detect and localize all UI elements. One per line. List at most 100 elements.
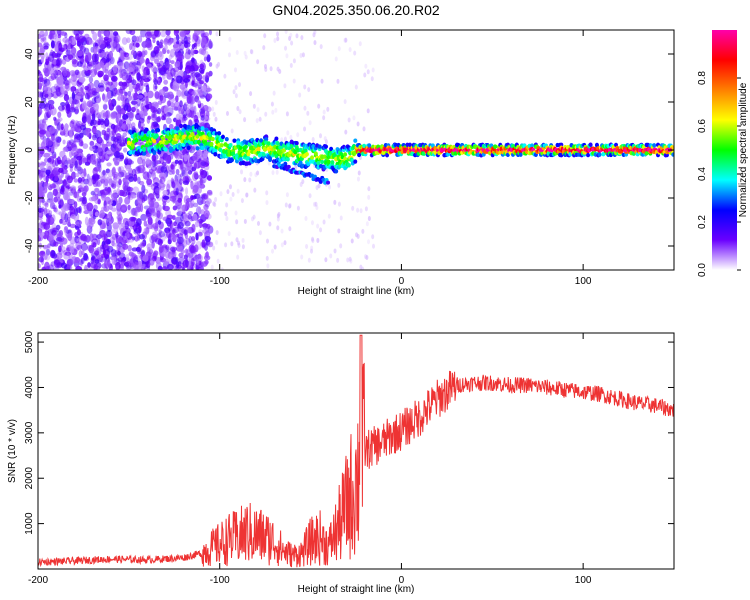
heatmap-cell [168, 123, 174, 130]
heatmap-cell [344, 37, 348, 43]
heatmap-cell [170, 67, 176, 77]
heatmap-cell [249, 171, 253, 177]
heatmap-cell [274, 136, 279, 141]
heatmap-cell [179, 178, 183, 185]
heatmap-cell [86, 221, 92, 230]
heatmap-cell [55, 210, 62, 215]
heatmap-cell [81, 250, 85, 256]
heatmap-cell [94, 265, 98, 270]
heatmap-cell [161, 161, 167, 167]
heatmap-cell [337, 46, 341, 52]
heatmap-cell [211, 106, 215, 112]
heatmap-cell [206, 54, 211, 63]
heatmap-cell [174, 256, 179, 262]
heatmap-cell [303, 105, 307, 111]
heatmap-cell [104, 118, 110, 127]
heatmap-cell [122, 114, 129, 120]
heatmap-cell [88, 39, 94, 45]
heatmap-cell [141, 184, 146, 193]
heatmap-cell [190, 199, 195, 208]
heatmap-cell [90, 190, 96, 196]
heatmap-cell [263, 63, 267, 69]
heatmap-cell [113, 225, 119, 234]
heatmap-cell [55, 138, 61, 147]
heatmap-cell [38, 256, 44, 263]
heatmap-cell [358, 41, 362, 47]
heatmap-cell [190, 257, 195, 267]
heatmap-cell [141, 171, 146, 177]
heatmap-cell [225, 110, 229, 116]
heatmap-cell [151, 65, 157, 73]
heatmap-cell [45, 127, 52, 132]
heatmap-cell [45, 209, 51, 214]
heatmap-cell [181, 169, 186, 177]
heatmap-cell [154, 85, 158, 90]
heatmap-cell [74, 108, 80, 114]
heatmap-cell [58, 42, 63, 52]
heatmap-cell [367, 194, 371, 200]
heatmap-cell [299, 181, 303, 187]
heatmap-cell [312, 32, 316, 38]
heatmap-cell [166, 179, 173, 189]
heatmap-cell [91, 134, 97, 141]
heatmap-cell [265, 190, 269, 196]
heatmap-cell [146, 171, 152, 179]
heatmap-cell [337, 201, 341, 207]
heatmap-cell [357, 170, 361, 176]
heatmap-cell [276, 225, 280, 231]
heatmap-cell [136, 197, 144, 206]
heatmap-cell [92, 31, 98, 41]
heatmap-cell [288, 203, 292, 209]
heatmap-cell [183, 230, 187, 237]
heatmap-cell [38, 102, 46, 109]
heatmap-cell [195, 258, 200, 266]
heatmap-cell [200, 145, 205, 151]
heatmap-cell [195, 206, 202, 216]
heatmap-cell [185, 238, 191, 246]
heatmap-cell [311, 136, 315, 142]
heatmap-cell [83, 210, 90, 215]
heatmap-cell [112, 179, 119, 184]
heatmap-cell [142, 147, 147, 152]
heatmap-cell [97, 120, 101, 126]
heatmap-cell [53, 133, 58, 141]
heatmap-cell [74, 160, 78, 169]
heatmap-cell [108, 221, 112, 227]
heatmap-cell [249, 49, 253, 55]
heatmap-cell [288, 35, 292, 41]
heatmap-cell [125, 261, 131, 268]
heatmap-cell [111, 128, 117, 137]
heatmap-cell [178, 159, 183, 165]
heatmap-cell [263, 33, 267, 39]
heatmap-cell [129, 30, 136, 36]
heatmap-cell [254, 172, 258, 178]
heatmap-cell [182, 180, 189, 185]
heatmap-cell [71, 150, 75, 157]
heatmap-cell [157, 44, 164, 49]
heatmap-cell [84, 264, 88, 270]
heatmap-cell [148, 205, 156, 214]
heatmap-cell [80, 141, 84, 147]
colorbar-label: Normalized spectral amplitude [738, 82, 749, 217]
spectrogram-y-label: Frequency (Hz) [7, 116, 18, 185]
colorbar-tick-label: 0.2 [697, 215, 708, 229]
heatmap-cell [115, 261, 121, 270]
heatmap-cell [122, 243, 129, 250]
heatmap-cell [175, 60, 181, 68]
heatmap-cell [191, 213, 198, 221]
heatmap-cell [44, 30, 48, 37]
heatmap-cell [90, 261, 97, 269]
heatmap-cell [52, 188, 58, 197]
heatmap-cell [198, 67, 205, 74]
heatmap-cell [58, 245, 62, 253]
heatmap-cell [300, 254, 304, 260]
heatmap-cell [344, 129, 348, 135]
heatmap-cell [157, 64, 164, 72]
heatmap-cell [125, 30, 133, 35]
heatmap-cell [229, 196, 233, 202]
colorbar-tick-label: 0.0 [697, 263, 708, 277]
heatmap-cell [40, 164, 45, 172]
heatmap-cell [187, 36, 191, 41]
x-tick-label: -100 [210, 276, 230, 287]
heatmap-cell [122, 147, 128, 153]
